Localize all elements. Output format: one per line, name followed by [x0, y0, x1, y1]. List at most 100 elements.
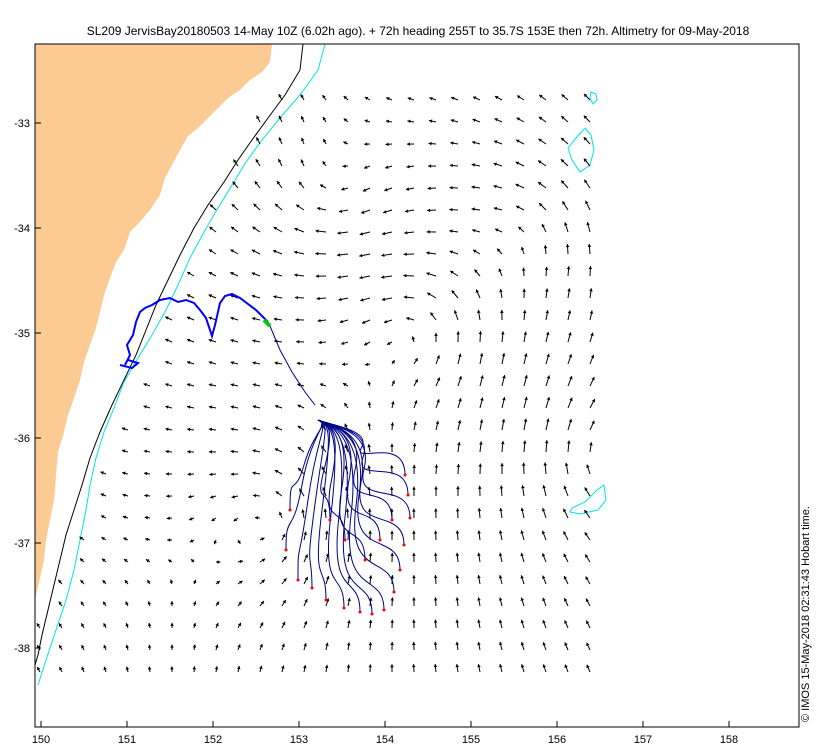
- current-vector-head: [564, 642, 568, 646]
- current-vector-head: [368, 619, 373, 624]
- x-tick-label: 154: [376, 734, 394, 746]
- current-vector-head: [147, 601, 152, 605]
- current-vector-head: [252, 226, 256, 230]
- current-vector-head: [498, 575, 503, 579]
- current-vector-head: [303, 531, 308, 535]
- current-vector-head: [568, 354, 573, 358]
- current-vector-head: [368, 530, 372, 534]
- forecast-track: [317, 419, 381, 541]
- current-vector-head: [103, 623, 107, 627]
- current-vector-head: [58, 601, 62, 606]
- current-vector-head: [324, 664, 329, 669]
- current-vector-head: [79, 536, 83, 541]
- current-vector-head: [412, 641, 416, 645]
- current-vector-head: [381, 253, 385, 257]
- current-vector-head: [253, 493, 257, 498]
- current-vector-head: [146, 559, 150, 563]
- current-vector-head: [209, 472, 213, 477]
- current-vector-head: [500, 440, 505, 445]
- current-vector-head: [368, 575, 373, 579]
- current-vector-head: [405, 187, 410, 191]
- forecast-track: [317, 419, 366, 561]
- x-tick-label: 156: [548, 734, 566, 746]
- current-vector-head: [100, 493, 105, 497]
- current-vector-head: [360, 298, 364, 302]
- current-vector-head: [498, 552, 503, 557]
- forecast-endpoint: [288, 508, 292, 512]
- current-vector-head: [414, 379, 418, 383]
- current-vector-head: [79, 558, 84, 562]
- current-vector-head: [472, 228, 476, 233]
- current-vector-head: [390, 530, 394, 534]
- current-vector-head: [404, 230, 408, 235]
- forecast-endpoint: [358, 610, 362, 614]
- current-vector-head: [230, 272, 234, 276]
- current-vector-head: [368, 552, 373, 557]
- current-vector-head: [186, 338, 191, 343]
- current-vector-head: [390, 664, 394, 668]
- current-vector-head: [230, 338, 234, 343]
- current-vector-head: [520, 642, 525, 646]
- current-vector-head: [304, 599, 308, 603]
- current-vector-head: [165, 405, 169, 409]
- current-vector-head: [385, 165, 389, 169]
- current-vector-head: [567, 310, 572, 314]
- current-vector-head: [564, 222, 568, 226]
- current-vector-head: [232, 181, 236, 186]
- current-vector-head: [165, 360, 169, 365]
- current-vector-head: [255, 159, 259, 163]
- current-vector-head: [362, 188, 367, 192]
- current-vector-head: [477, 552, 481, 556]
- current-vector-head: [436, 355, 440, 359]
- current-vector-head: [543, 245, 548, 249]
- current-vector-head: [565, 244, 570, 248]
- current-vector-head: [122, 493, 126, 498]
- current-vector-head: [320, 404, 325, 408]
- current-vector-head: [433, 641, 438, 645]
- imos-credit: © IMOS 15-May-2018 02:31:43 Hobart time.: [800, 506, 812, 722]
- current-vector-head: [515, 161, 520, 165]
- current-vector-head: [343, 95, 348, 100]
- forecast-endpoint: [328, 518, 332, 522]
- current-vector-head: [337, 253, 341, 257]
- current-vector-head: [300, 159, 304, 163]
- current-vector-head: [125, 644, 130, 649]
- current-vector-head: [542, 642, 546, 646]
- current-vector-head: [501, 331, 505, 335]
- current-vector-head: [498, 597, 503, 601]
- current-vector-head: [238, 601, 242, 606]
- current-vector-head: [367, 508, 372, 512]
- current-vector-head: [278, 511, 283, 516]
- current-vector-head: [274, 404, 279, 409]
- current-vector-head: [563, 508, 567, 513]
- current-vector-head: [414, 358, 418, 362]
- current-vector-head: [259, 665, 263, 670]
- current-vector-head: [590, 354, 595, 359]
- forecast-track: [317, 419, 406, 476]
- current-vector-head: [391, 401, 395, 405]
- current-vector-head: [365, 362, 369, 367]
- current-vector-head: [520, 597, 524, 602]
- y-tick-label: -33: [14, 118, 30, 130]
- current-vector-head: [237, 622, 241, 627]
- current-vector-head: [542, 485, 546, 489]
- current-vector-head: [300, 94, 304, 98]
- current-vector-head: [538, 160, 542, 164]
- current-vector-head: [208, 316, 213, 320]
- current-vector-head: [403, 295, 407, 299]
- current-vector-head: [585, 554, 589, 558]
- current-vector-head: [562, 201, 566, 205]
- current-vector-head: [471, 207, 475, 211]
- current-vector-head: [143, 449, 148, 454]
- current-vector-head: [500, 463, 504, 467]
- current-vector-head: [522, 288, 526, 292]
- current-vector-head: [383, 210, 387, 214]
- current-vector-head: [478, 331, 483, 335]
- current-vector-head: [144, 471, 148, 476]
- forecast-endpoint: [408, 516, 412, 520]
- current-vector-head: [165, 383, 169, 387]
- current-vector-head: [458, 376, 463, 380]
- current-vector-head: [391, 360, 395, 364]
- current-vector-head: [542, 620, 546, 624]
